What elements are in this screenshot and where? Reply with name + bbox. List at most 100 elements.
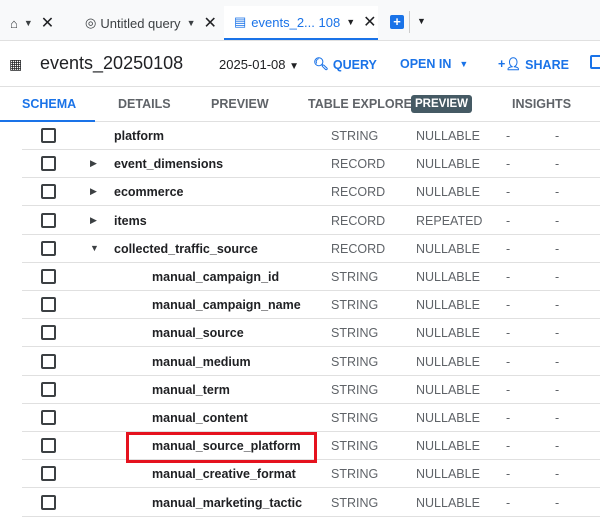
field-name: ecommerce [114, 185, 184, 200]
field-collation: - [555, 298, 560, 313]
row-checkbox[interactable] [41, 381, 56, 397]
field-name: manual_marketing_tactic [152, 495, 303, 510]
field-type: RECORD [331, 241, 386, 256]
row-checkbox[interactable] [41, 494, 56, 510]
field-name: manual_medium [152, 354, 251, 369]
query-icon: ◎ [85, 15, 97, 30]
sub-tabs: SCHEMA DETAILS PREVIEW TABLE EXPLORER IN… [0, 87, 600, 122]
field-key: - [506, 495, 511, 510]
field-collation: - [555, 241, 560, 256]
expand-more-icon[interactable]: ▶ [90, 214, 97, 225]
open-in-button[interactable]: OPEN IN ▼ [400, 57, 469, 71]
table-row: manual_content STRING NULLABLE - - [22, 404, 600, 432]
field-collation: - [555, 213, 560, 228]
row-checkbox[interactable] [41, 325, 56, 341]
field-mode: NULLABLE [416, 467, 480, 482]
field-collation: - [555, 495, 560, 510]
field-key: - [506, 185, 511, 200]
field-name: event_dimensions [114, 157, 224, 172]
row-checkbox[interactable] [41, 212, 56, 228]
field-key: - [506, 213, 511, 228]
chevron-down-icon[interactable]: ▼ [346, 17, 356, 27]
table-header: ▦ events_20250108 2025-01-08 ▼ 🔍︎ QUERY O… [0, 41, 600, 87]
table-row: manual_campaign_id STRING NULLABLE - - [22, 263, 600, 291]
field-type: RECORD [331, 185, 386, 200]
field-mode: NULLABLE [416, 129, 480, 143]
field-mode: NULLABLE [416, 495, 480, 510]
field-key: - [506, 326, 511, 341]
field-type: RECORD [331, 213, 386, 228]
preview-badge: PREVIEW [411, 95, 473, 113]
date-selector[interactable]: 2025-01-08 ▼ [219, 57, 300, 72]
row-checkbox[interactable] [41, 353, 56, 369]
row-checkbox[interactable] [41, 410, 56, 425]
field-mode: NULLABLE [416, 439, 480, 454]
chevron-down-icon[interactable]: ▼ [23, 18, 33, 28]
field-mode: NULLABLE [416, 382, 480, 397]
close-icon[interactable]: ✕ [203, 15, 217, 32]
row-checkbox[interactable] [41, 297, 56, 313]
share-button[interactable]: +👤︎ SHARE [498, 57, 569, 72]
field-key: - [506, 354, 511, 369]
tabs-menu-chevron-icon[interactable]: ▼ [417, 16, 426, 26]
field-name: manual_source_platform [152, 439, 301, 454]
field-type: STRING [331, 354, 379, 369]
row-checkbox[interactable] [41, 438, 56, 454]
tab-details[interactable]: DETAILS [118, 97, 171, 111]
table-icon: ▦ [9, 56, 23, 72]
table-row: ▶ items RECORD REPEATED - - [22, 207, 600, 235]
tab-bar: ⌂ ▼ ✕ ◎ Untitled query ▼ ✕ ▤ events_2... 108 ▼ ✕… [0, 0, 600, 41]
field-key: - [506, 411, 511, 425]
copy-icon[interactable] [590, 55, 600, 69]
field-type: STRING [331, 298, 379, 313]
expand-more-icon[interactable]: ▶ [90, 186, 97, 197]
close-icon[interactable]: ✕ [40, 15, 55, 32]
field-collation: - [555, 467, 560, 482]
expand-less-icon[interactable]: ▼ [90, 242, 99, 253]
query-button[interactable]: 🔍︎ QUERY [313, 57, 377, 72]
table-row: ▼ collected_traffic_source RECORD NULLABL… [22, 235, 600, 263]
new-tab-button[interactable]: + [390, 15, 404, 29]
expand-more-icon[interactable]: ▶ [90, 158, 97, 169]
row-checkbox[interactable] [41, 128, 56, 143]
table-row: ▶ ecommerce RECORD NULLABLE - - [22, 178, 600, 207]
table-row: manual_medium STRING NULLABLE - - [22, 348, 600, 376]
field-collation: - [555, 270, 560, 284]
field-collation: - [555, 354, 560, 369]
add-person-icon: +👤︎ [498, 57, 522, 71]
field-name: manual_creative_format [152, 467, 296, 482]
field-collation: - [555, 411, 560, 425]
row-checkbox[interactable] [41, 269, 56, 284]
table-row: manual_campaign_name STRING NULLABLE - - [22, 291, 600, 320]
home-icon: ⌂ [10, 15, 18, 31]
tab-home[interactable]: ⌂ ▼ ✕ [10, 6, 54, 40]
field-collation: - [555, 439, 560, 454]
table-row: manual_term STRING NULLABLE - - [22, 376, 600, 404]
field-mode: NULLABLE [416, 157, 480, 172]
field-name: manual_content [152, 411, 248, 425]
table-row: ▶ event_dimensions RECORD NULLABLE - - [22, 150, 600, 179]
field-collation: - [555, 129, 560, 143]
field-type: STRING [331, 326, 379, 341]
table-row: platform STRING NULLABLE - - [22, 122, 600, 150]
chevron-down-icon[interactable]: ▼ [186, 18, 196, 28]
table-row: manual_source_platform STRING NULLABLE -… [22, 432, 600, 461]
tab-schema[interactable]: SCHEMA [22, 97, 77, 111]
divider [409, 11, 410, 33]
field-mode: NULLABLE [416, 241, 480, 256]
tab-untitled-query[interactable]: ◎ Untitled query ▼ ✕ [85, 15, 217, 32]
tab-events-table[interactable]: ▤ events_2... 108 ▼ ✕ [224, 6, 378, 40]
row-checkbox[interactable] [41, 156, 56, 172]
field-type: STRING [331, 129, 379, 143]
field-mode: NULLABLE [416, 354, 480, 369]
close-icon[interactable]: ✕ [363, 14, 377, 31]
row-checkbox[interactable] [41, 184, 56, 200]
field-key: - [506, 298, 511, 313]
row-checkbox[interactable] [41, 466, 56, 482]
row-checkbox[interactable] [41, 240, 56, 256]
tab-preview[interactable]: PREVIEW [211, 97, 269, 111]
field-name: manual_term [152, 382, 230, 397]
tab-table-explorer[interactable]: TABLE EXPLORER [308, 97, 421, 111]
tab-insights[interactable]: INSIGHTS [512, 97, 572, 111]
field-collation: - [555, 326, 560, 341]
